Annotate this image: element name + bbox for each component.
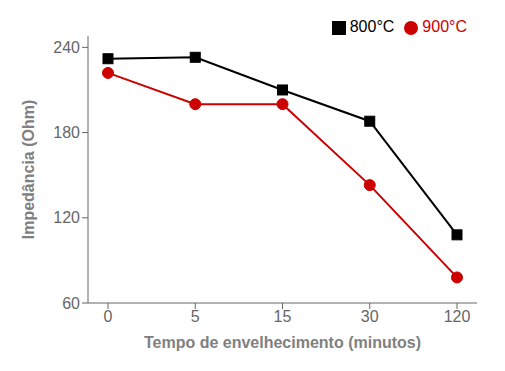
svg-text:15: 15 [274, 308, 292, 325]
svg-text:240: 240 [53, 39, 80, 56]
svg-text:120: 120 [53, 209, 80, 226]
html-text:900°C: 900°C [422, 18, 467, 35]
svg-text:5: 5 [191, 308, 200, 325]
svg-text:Tempo de envelhecimento (minut: Tempo de envelhecimento (minutos) [144, 334, 421, 351]
svg-text:120: 120 [444, 308, 471, 325]
svg-text:60: 60 [62, 295, 80, 312]
html-text:800°C: 800°C [349, 18, 395, 35]
svg-text:30: 30 [361, 308, 379, 325]
svg-text:0: 0 [104, 308, 113, 325]
svg-text:Impedância (Ohm): Impedância (Ohm) [20, 100, 37, 240]
svg-text:180: 180 [53, 124, 80, 141]
